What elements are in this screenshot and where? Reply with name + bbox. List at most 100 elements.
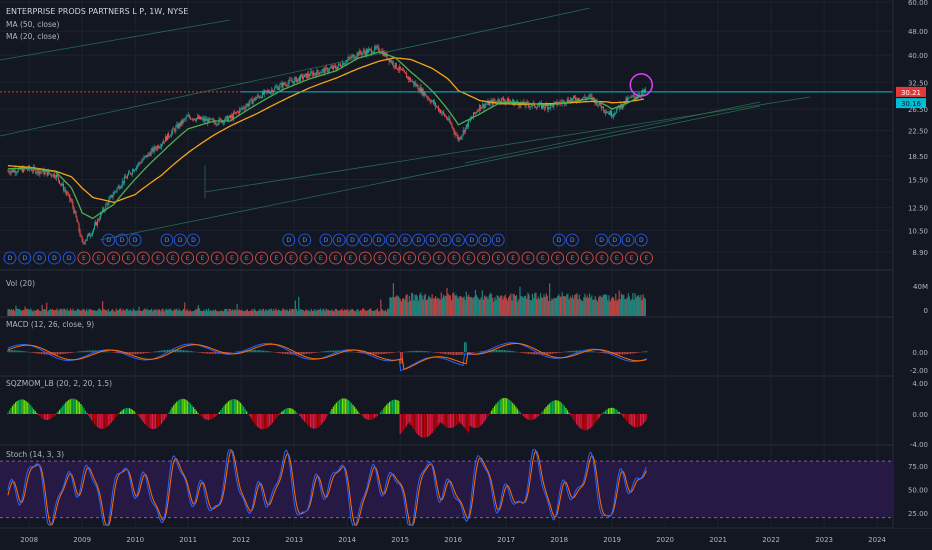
macd-hist-bar — [558, 352, 560, 353]
squeeze-bar — [236, 400, 239, 414]
candle-body — [642, 90, 644, 92]
macd-hist-bar — [76, 351, 78, 353]
macd-hist-bar — [21, 350, 23, 353]
volume-bar — [70, 308, 72, 316]
volume-bar — [601, 297, 603, 316]
macd-hist-bar — [513, 351, 515, 353]
candle-body — [555, 101, 557, 103]
candle-body — [78, 223, 80, 231]
volume-pane[interactable]: Vol (20) — [6, 279, 647, 316]
macd-hist-bar — [187, 350, 189, 353]
squeeze-momentum-pane[interactable]: SQZMOM_LB (20, 2, 20, 1.5) — [6, 379, 648, 438]
candle-body — [190, 118, 192, 120]
volume-bar — [358, 311, 360, 316]
macd-hist-bar — [7, 350, 9, 353]
candle-body — [173, 128, 175, 130]
volume-bar — [130, 310, 132, 316]
volume-bar — [596, 301, 599, 316]
squeeze-bar — [211, 414, 213, 420]
candle-body — [453, 128, 455, 132]
volume-bar — [188, 311, 190, 316]
macd-hist-bar — [531, 352, 533, 355]
squeeze-bar — [495, 403, 497, 414]
time-tick-2008: 2008 — [20, 536, 38, 544]
earnings-marker — [77, 251, 91, 265]
earnings-marker-label: D — [22, 255, 27, 262]
candle-body — [597, 104, 599, 106]
volume-bar — [180, 311, 182, 316]
candle-body — [573, 96, 575, 98]
candle-body — [604, 111, 606, 113]
volume-bar — [35, 309, 38, 316]
macd-hist-bar — [82, 350, 84, 353]
macd-hist-bar — [358, 352, 360, 353]
volume-bar — [187, 310, 189, 316]
macd-hist-bar — [377, 352, 379, 355]
volume-bar — [488, 295, 490, 316]
earnings-marker-label: E — [215, 255, 219, 262]
macd-pane[interactable]: MACD (12, 26, close, 9) — [6, 320, 648, 372]
candle-body — [288, 79, 290, 83]
squeeze-bar — [434, 414, 436, 430]
volume-bar — [408, 295, 410, 316]
time-axis[interactable]: 2008 2009 2010 2011 2012 2013 2014 2015 2016 2017… — [20, 536, 886, 544]
stochastic-pane[interactable]: Stoch (14, 3, 3) — [0, 449, 893, 526]
candle-body — [130, 172, 132, 174]
candle-body — [15, 172, 17, 174]
candle-body — [532, 102, 534, 104]
volume-bar — [628, 296, 631, 316]
volume-title: Vol (20) — [6, 279, 35, 288]
dividend-marker — [319, 233, 333, 247]
candle-body — [500, 98, 502, 103]
macd-hist-bar — [221, 352, 223, 354]
candle-body — [264, 90, 266, 92]
candle-body — [157, 145, 159, 148]
squeeze-bar — [636, 414, 639, 428]
volume-bar — [473, 296, 475, 316]
macd-hist-bar — [449, 352, 451, 355]
candle-body — [321, 70, 323, 73]
volume-bar — [99, 309, 101, 316]
candle-body — [122, 181, 124, 183]
candle-body — [606, 112, 608, 114]
macd-hist-bar — [468, 352, 470, 354]
squeeze-bar — [325, 414, 327, 419]
macd-hist-bar — [329, 350, 332, 353]
candle-body — [217, 123, 219, 125]
candle-body — [127, 172, 129, 176]
volume-bar — [31, 310, 33, 316]
squeeze-bar — [177, 400, 179, 414]
price-axis[interactable]: 60.0048.0040.0032.5026.5022.5018.5015.50… — [894, 0, 932, 528]
volume-bar — [108, 311, 111, 316]
squeeze-bar — [592, 414, 594, 426]
volume-bar — [582, 301, 584, 316]
squeeze-bar — [475, 414, 477, 429]
candle-body — [56, 174, 58, 177]
macd-hist-bar — [645, 351, 648, 353]
volume-bar — [172, 310, 174, 316]
volume-bar — [86, 308, 88, 316]
macd-hist-bar — [66, 352, 68, 354]
candle-body — [414, 83, 416, 85]
squeeze-bar — [252, 414, 254, 421]
candle-body — [227, 117, 229, 122]
macd-hist-bar — [438, 352, 440, 354]
earnings-marker-label: E — [97, 255, 101, 262]
volume-bar — [396, 295, 398, 316]
volume-bar — [644, 298, 647, 316]
candle-body — [439, 109, 441, 111]
squeeze-bar — [557, 400, 559, 414]
candle-body — [393, 65, 395, 68]
volume-bar — [206, 310, 209, 316]
squeeze-bar — [349, 401, 351, 414]
candle-body — [93, 224, 95, 229]
price-pane[interactable]: D D D D D D D D D D D D D D D D D D D D D D D D D D D DD D D D D E E E E E E E… — [0, 7, 893, 265]
volume-bar — [146, 308, 148, 316]
dividend-marker — [621, 233, 635, 247]
volume-bar — [193, 311, 195, 316]
earnings-marker — [48, 251, 61, 265]
volume-bar — [368, 308, 371, 316]
candle-body — [160, 144, 162, 147]
candle-body — [537, 105, 539, 107]
